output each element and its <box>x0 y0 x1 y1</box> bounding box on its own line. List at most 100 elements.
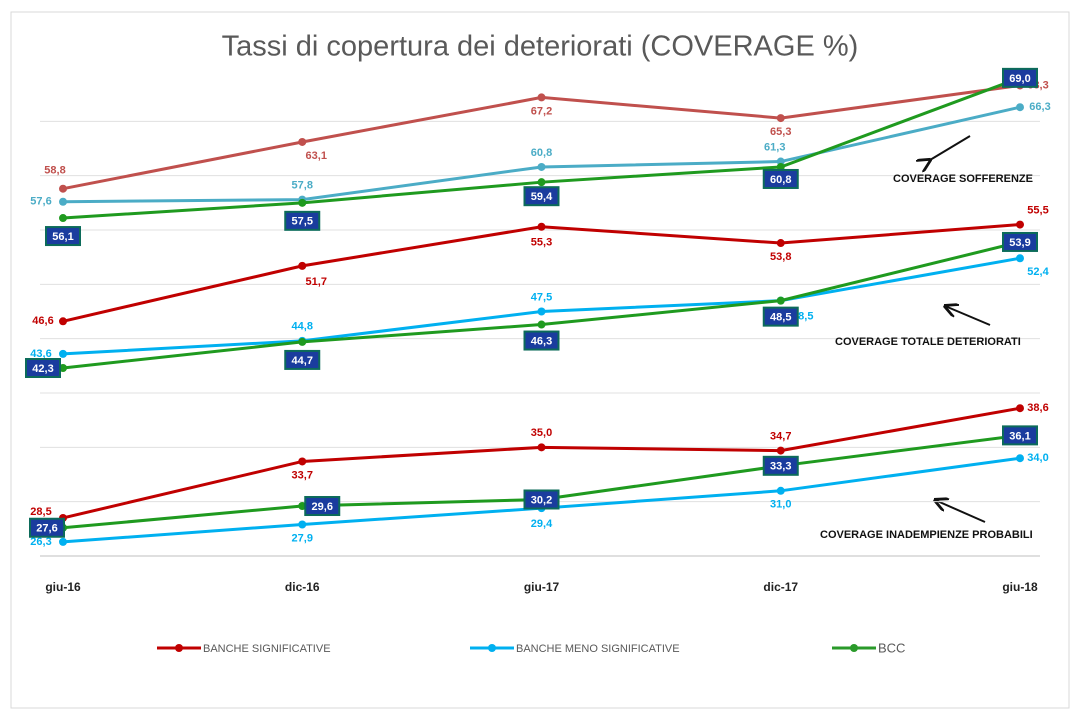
point <box>298 520 307 529</box>
value-label: 28,5 <box>30 506 51 518</box>
x-tick-label: dic-17 <box>763 580 798 594</box>
value-label: 43,6 <box>30 348 51 360</box>
arrow <box>945 306 991 326</box>
x-tick-label: giu-16 <box>45 580 81 594</box>
point <box>1016 404 1024 413</box>
point <box>59 317 67 326</box>
point <box>59 537 67 546</box>
value-label: 53,9 <box>1009 237 1030 249</box>
value-label: 60,8 <box>531 147 552 159</box>
label-box <box>25 358 61 379</box>
value-label: 53,8 <box>770 251 791 263</box>
label-box <box>523 489 560 510</box>
point <box>776 486 785 495</box>
value-label: 59,4 <box>531 191 553 203</box>
value-label: 67,2 <box>531 105 552 117</box>
point <box>298 457 307 466</box>
value-label: 27,6 <box>36 523 57 535</box>
point <box>537 320 546 329</box>
annotation: COVERAGE INADEMPIENZE PROBABILI <box>820 529 1033 541</box>
arrow <box>930 135 971 160</box>
value-label: 56,1 <box>52 231 73 243</box>
point <box>537 178 546 187</box>
label-box <box>762 168 799 189</box>
point <box>537 162 546 171</box>
label-box <box>1002 425 1038 446</box>
annotation: COVERAGE SOFFERENZE <box>893 173 1033 185</box>
legend-label: BANCHE MENO SIGNIFICATIVE <box>516 643 680 655</box>
legend-swatch <box>175 644 183 652</box>
annotation: COVERAGE TOTALE DETERIORATI <box>835 336 1021 348</box>
label-box <box>304 496 341 517</box>
point <box>776 114 785 123</box>
label-box <box>762 306 799 327</box>
value-label: 57,8 <box>292 179 313 191</box>
value-label: 65,3 <box>770 126 791 138</box>
value-label: 57,6 <box>30 196 51 208</box>
value-label: 33,7 <box>292 469 313 481</box>
point <box>537 93 546 102</box>
point <box>1016 220 1024 229</box>
value-label: 46,3 <box>531 335 552 347</box>
value-label: 47,5 <box>531 291 552 303</box>
point <box>776 239 785 248</box>
value-label: 42,3 <box>32 363 53 375</box>
label-box <box>45 226 81 247</box>
value-label: 44,8 <box>292 321 313 333</box>
value-label: 61,3 <box>764 141 785 153</box>
point <box>537 443 546 452</box>
value-label: 66,3 <box>1029 101 1050 113</box>
value-label: 60,8 <box>770 174 791 186</box>
label-box <box>1002 67 1038 88</box>
value-label: 31,0 <box>770 499 791 511</box>
legend-label: BANCHE SIGNIFICATIVE <box>203 643 331 655</box>
value-label: 33,3 <box>770 461 791 473</box>
value-label: 27,9 <box>292 532 313 544</box>
value-label: 63,1 <box>306 150 327 162</box>
point <box>1016 254 1024 263</box>
point <box>1016 454 1024 463</box>
value-label: 55,5 <box>1027 204 1048 216</box>
point <box>1016 103 1024 112</box>
value-label: 52,4 <box>1027 266 1049 278</box>
point <box>776 296 785 305</box>
point <box>298 261 307 270</box>
legend-swatch <box>850 644 858 652</box>
point <box>298 337 307 346</box>
value-label: 55,3 <box>531 237 552 249</box>
frame <box>10 11 1070 709</box>
x-tick-label: dic-16 <box>285 580 320 594</box>
value-label: 29,4 <box>531 518 553 530</box>
value-label: 57,5 <box>292 216 313 228</box>
value-label: 38,6 <box>1027 402 1048 414</box>
label-box <box>284 210 321 231</box>
label-box <box>523 186 560 207</box>
point <box>59 349 67 358</box>
x-tick-label: giu-18 <box>1002 580 1038 594</box>
label-box <box>762 455 799 476</box>
arrow <box>935 500 986 523</box>
point <box>298 137 307 146</box>
point <box>537 307 546 316</box>
value-label: 26,3 <box>30 536 51 548</box>
value-label: 44,7 <box>292 355 313 367</box>
point <box>59 197 67 206</box>
label-box <box>29 517 65 538</box>
value-label: 58,8 <box>44 165 65 177</box>
chart-title: Tassi di copertura dei deteriorati (COVE… <box>222 31 859 63</box>
value-label: 30,2 <box>531 494 552 506</box>
point <box>59 214 67 223</box>
value-label: 51,7 <box>306 276 327 288</box>
legend-label: BCC <box>878 640 905 655</box>
point <box>537 222 546 231</box>
value-label: 36,1 <box>1009 430 1030 442</box>
value-label: 69,0 <box>1009 73 1030 85</box>
value-label: 48,5 <box>770 312 791 324</box>
point <box>776 446 785 455</box>
label-box <box>1002 231 1038 252</box>
value-label: 34,0 <box>1027 452 1048 464</box>
x-tick-label: giu-17 <box>524 580 560 594</box>
value-label: 29,6 <box>312 501 333 513</box>
value-label: 34,7 <box>770 430 791 442</box>
